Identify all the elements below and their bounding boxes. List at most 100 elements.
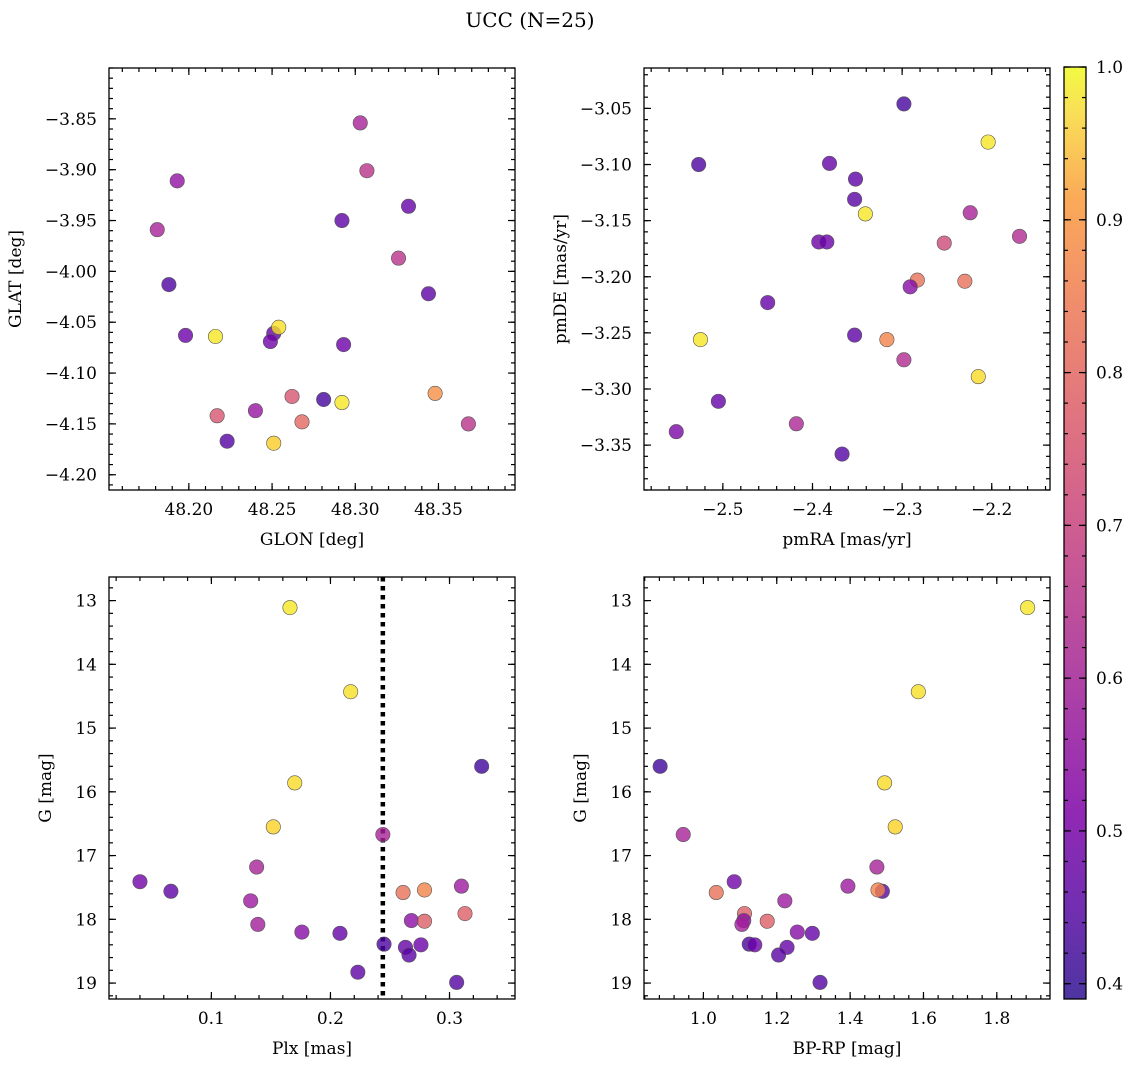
y-axis-label: GLAT [deg] bbox=[6, 230, 26, 328]
scatter-point bbox=[840, 878, 856, 894]
scatter-point bbox=[163, 883, 179, 899]
scatter-point bbox=[334, 213, 350, 229]
scatter-point bbox=[726, 874, 742, 890]
scatter-point bbox=[427, 385, 443, 401]
y-tick-label: 15 bbox=[75, 719, 97, 739]
x-tick-label: 1.0 bbox=[690, 1009, 717, 1029]
scatter-point bbox=[747, 937, 763, 953]
scatter-point bbox=[247, 403, 263, 419]
y-tick-label: 18 bbox=[75, 910, 97, 930]
scatter-point bbox=[869, 859, 885, 875]
scatter-point bbox=[957, 273, 973, 289]
scatter-point bbox=[262, 334, 278, 350]
scatter-point bbox=[282, 600, 298, 616]
scatter-point bbox=[271, 319, 287, 335]
scatter-point bbox=[788, 416, 804, 432]
colorbar: 0.4 0.5 0.6 0.7 0.8 0.9 1.0 bbox=[1063, 58, 1123, 1000]
scatter-point bbox=[249, 859, 265, 875]
scatter-point bbox=[350, 964, 366, 980]
scatter-point bbox=[710, 393, 726, 409]
y-axis-label: G [mag] bbox=[36, 753, 56, 822]
colorbar-tick-label: 0.8 bbox=[1096, 364, 1123, 384]
scatter-point bbox=[812, 974, 828, 990]
scatter-point bbox=[760, 295, 776, 311]
scatter-point bbox=[375, 827, 391, 843]
axes-frame bbox=[108, 576, 516, 1000]
y-tick-label: −3.15 bbox=[580, 212, 632, 232]
scatter-point bbox=[149, 222, 165, 238]
scatter-point bbox=[266, 435, 282, 451]
x-tick-label: −2.3 bbox=[881, 500, 922, 520]
scatter-point bbox=[789, 924, 805, 940]
y-tick-label: 19 bbox=[610, 974, 632, 994]
x-axis-label: GLON [deg] bbox=[260, 530, 364, 550]
scatter-points bbox=[149, 115, 476, 451]
y-tick-label: 13 bbox=[75, 592, 97, 612]
scatter-point bbox=[460, 416, 476, 432]
scatter-point bbox=[336, 337, 352, 353]
panel-plx-g: 0.1 0.2 0.3 13 14 15 16 17 18 19 Plx [mas] G [mag] bbox=[36, 576, 516, 1059]
x-tick-label: 48.20 bbox=[165, 500, 214, 520]
y-axis-label: pmDE [mas/yr] bbox=[551, 214, 571, 344]
scatter-point bbox=[376, 936, 392, 952]
x-tick-label: 1.2 bbox=[763, 1009, 790, 1029]
scatter-point bbox=[970, 369, 986, 385]
scatter-point bbox=[834, 446, 850, 462]
scatter-point bbox=[132, 874, 148, 890]
x-tick-label: 1.8 bbox=[983, 1009, 1010, 1029]
x-tick-label: 48.35 bbox=[414, 500, 463, 520]
colorbar-tick-label: 0.4 bbox=[1096, 975, 1123, 995]
y-tick-label: −3.30 bbox=[580, 380, 632, 400]
y-tick-label: −4.10 bbox=[45, 364, 97, 384]
y-tick-label: −3.35 bbox=[580, 436, 632, 456]
colorbar-gradient bbox=[1064, 67, 1086, 999]
x-tick-label: 0.2 bbox=[317, 1009, 344, 1029]
panel-glon-glat: 48.20 48.25 48.30 48.35 −4.20 −4.15 −4.10 −4.05… bbox=[6, 67, 516, 550]
scatter-point bbox=[178, 327, 194, 343]
scatter-point bbox=[403, 913, 419, 929]
scatter-point bbox=[691, 157, 707, 173]
scatter-point bbox=[848, 171, 864, 187]
y-tick-label: 14 bbox=[75, 655, 97, 675]
x-tick-label: 0.3 bbox=[436, 1009, 463, 1029]
x-tick-label: −2.5 bbox=[702, 500, 743, 520]
scatter-point bbox=[334, 395, 350, 411]
scatter-point bbox=[284, 388, 300, 404]
scatter-points bbox=[132, 600, 490, 990]
x-tick-label: −2.4 bbox=[792, 500, 833, 520]
scatter-point bbox=[265, 819, 281, 835]
scatter-point bbox=[359, 163, 375, 179]
scatter-point bbox=[870, 882, 886, 898]
colorbar-tick-label: 0.9 bbox=[1096, 211, 1123, 231]
scatter-point bbox=[417, 913, 433, 929]
scatter-point bbox=[161, 277, 177, 293]
colorbar-tick-label: 0.5 bbox=[1096, 822, 1123, 842]
scatter-point bbox=[692, 332, 708, 348]
scatter-point bbox=[910, 684, 926, 700]
scatter-point bbox=[352, 115, 368, 131]
y-tick-label: −3.20 bbox=[580, 268, 632, 288]
colorbar-tick-label: 0.6 bbox=[1096, 669, 1123, 689]
axes-frame bbox=[643, 67, 1051, 491]
scatter-point bbox=[819, 234, 835, 250]
scatter-point bbox=[219, 433, 235, 449]
scatter-point bbox=[652, 758, 668, 774]
y-axis-label: G [mag] bbox=[571, 753, 591, 822]
scatter-point bbox=[457, 906, 473, 922]
scatter-point bbox=[879, 332, 895, 348]
y-tick-label: −3.10 bbox=[580, 156, 632, 176]
scatter-point bbox=[804, 925, 820, 941]
scatter-point bbox=[169, 173, 185, 189]
scatter-point bbox=[401, 947, 417, 963]
y-tick-label: −3.95 bbox=[45, 212, 97, 232]
scatter-point bbox=[708, 885, 724, 901]
y-tick-label: −4.05 bbox=[45, 313, 97, 333]
scatter-point bbox=[250, 916, 266, 932]
scatter-point bbox=[675, 827, 691, 843]
y-tick-label: 16 bbox=[75, 783, 97, 803]
scatter-point bbox=[287, 775, 303, 791]
scatter-point bbox=[822, 155, 838, 171]
scatter-point bbox=[474, 758, 490, 774]
y-tick-label: 17 bbox=[610, 847, 632, 867]
